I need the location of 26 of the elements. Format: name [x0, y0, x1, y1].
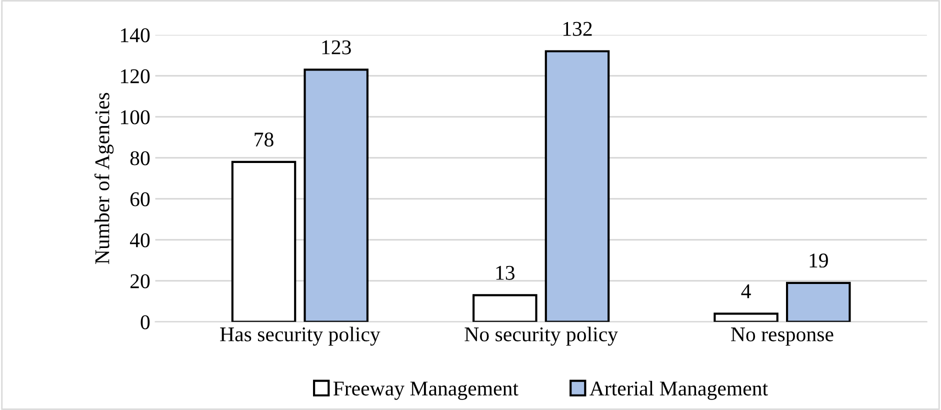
data-label: 78 [254, 132, 274, 147]
y-tick-label: 40 [130, 233, 150, 248]
data-label: 19 [810, 254, 828, 268]
bar [304, 68, 369, 322]
x-tick-label: No response [731, 328, 834, 346]
legend-label: Freeway Management [333, 382, 518, 400]
bar [714, 312, 778, 322]
y-tick-label: 120 [120, 69, 150, 84]
y-tick-label: 0 [140, 315, 150, 330]
bar [544, 50, 610, 322]
y-tick-label: 20 [130, 274, 150, 288]
y-tick-label: 100 [120, 110, 150, 124]
x-tick-label: Has security policy [220, 326, 380, 346]
y-tick-label: 60 [130, 192, 150, 206]
data-label: 123 [322, 40, 351, 54]
bar [472, 294, 538, 322]
x-tick-label: No security policy [464, 326, 618, 346]
data-label: 4 [741, 284, 751, 298]
data-label: 13 [496, 266, 515, 280]
bar [786, 282, 851, 322]
bar [231, 160, 296, 322]
legend-label: Arterial Management [590, 380, 768, 400]
y-tick-label: 140 [120, 28, 150, 42]
y-tick-label: 80 [130, 151, 150, 166]
data-label: 132 [563, 22, 592, 36]
y-axis-title: Number of Agencies [94, 92, 114, 264]
